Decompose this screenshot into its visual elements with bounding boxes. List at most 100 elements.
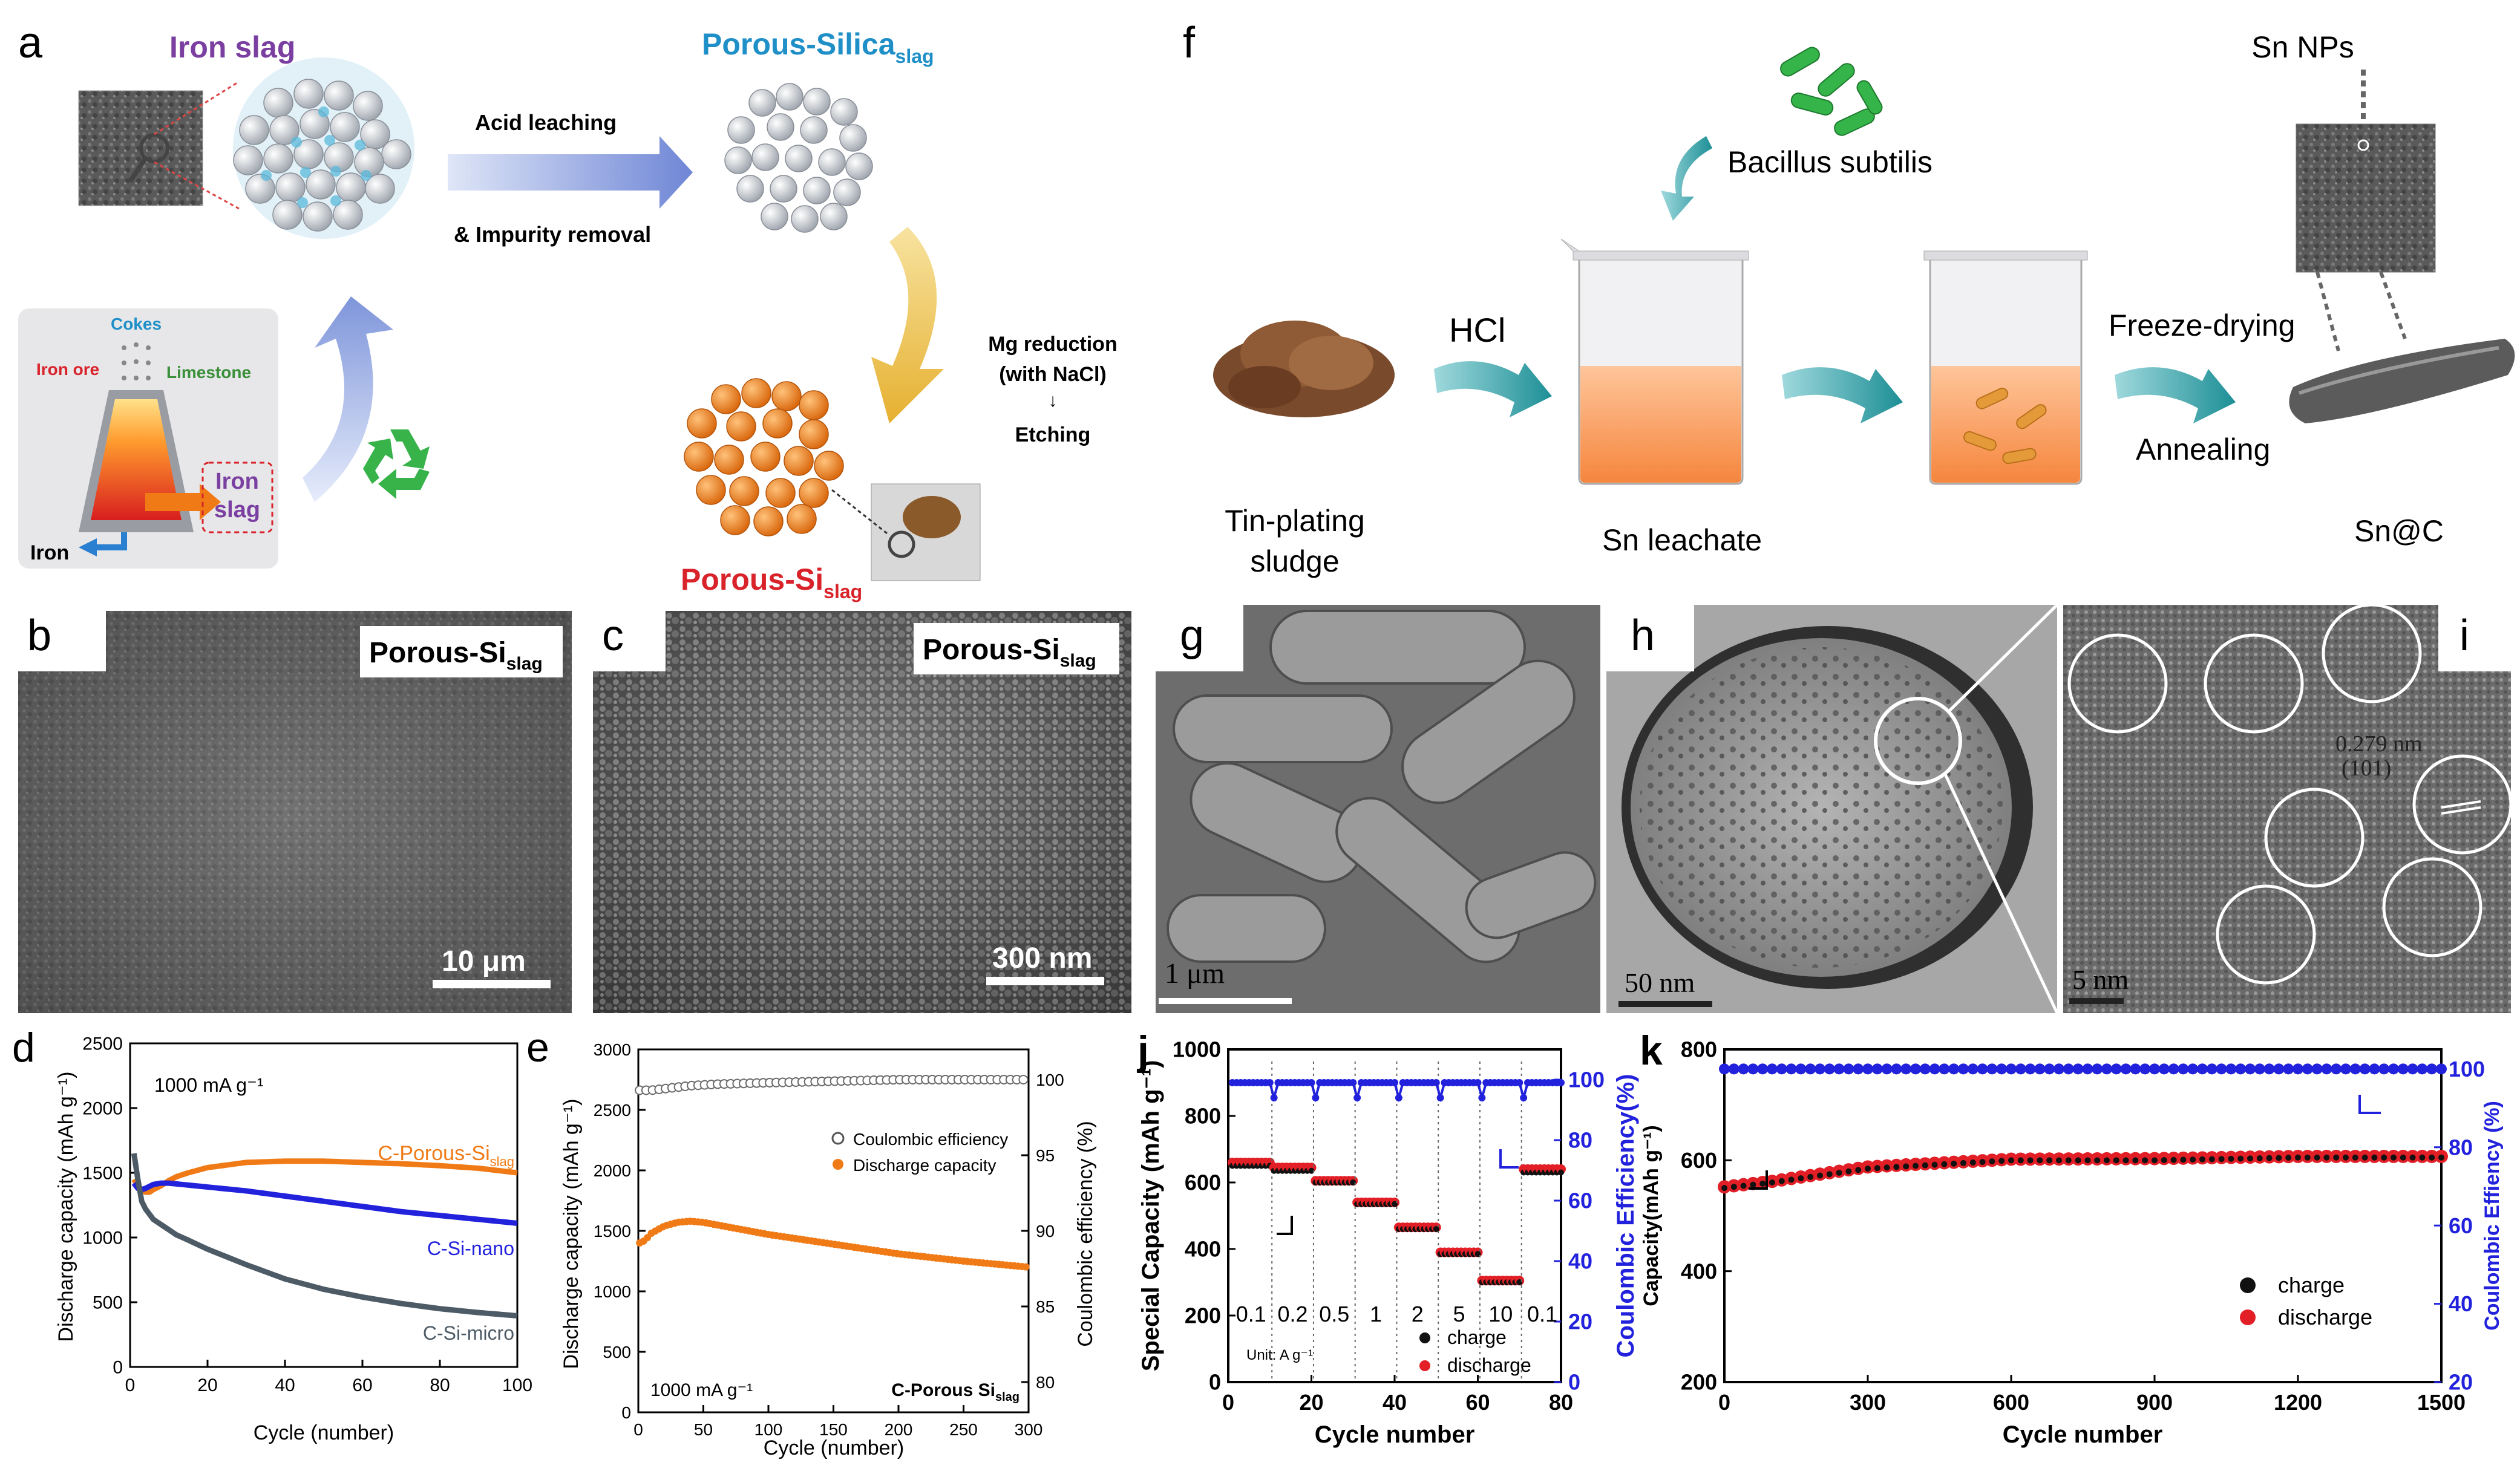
chart-k-ce-point [1967,1063,1978,1075]
panel-h-letter-bg [1606,605,1694,671]
chart-k-charge-point [1865,1166,1871,1172]
y-right-tick-label: 80 [2449,1135,2473,1159]
zoom-line-si [831,489,890,536]
chart-k-ce-point [2369,1063,2380,1075]
chart-k-charge-point [1836,1169,1842,1176]
chart-k-ce-point [2263,1063,2275,1075]
bacillus-arrow [1661,136,1712,221]
chart-k-charge-point [2122,1157,2129,1164]
chart-k-right-axis-hint [2358,1095,2381,1114]
chart-k-xlabel: Cycle number [2003,1421,2163,1448]
iron-slag-box-line2: slag [214,497,260,523]
chart-j-frame [1227,1048,1562,1383]
y-right-tick-label: 85 [1036,1297,1055,1316]
x-tick-label: 300 [1015,1420,1043,1439]
y-tick-label: 1500 [594,1222,631,1241]
chart-k-charge-point [1769,1179,1775,1185]
panel-h-scale-bar [1618,1001,1712,1007]
chart-k-charge-point [1951,1160,1957,1167]
recycle-icon [363,429,430,499]
panel-i-plane: (101) [2342,755,2391,781]
beaker-sn-leachate [1560,238,1749,485]
chart-j-rate-label: 5 [1453,1302,1465,1326]
furnace-fire [91,399,182,520]
chart-k-ce-point [1986,1063,1998,1075]
x-tick-label: 80 [1549,1390,1573,1415]
chart-j-ce-point [1353,1094,1361,1101]
y-tick-label: 800 [1681,1037,1717,1062]
chart-k-ce-point [1929,1063,1940,1075]
chart-k-charge-point [2285,1155,2292,1161]
chart-k-ce-point [2092,1063,2103,1075]
chart-k-charge-point [2381,1154,2387,1161]
chart-k-charge-point [2046,1157,2053,1164]
panel-h: h 50 nm [1606,604,2059,1014]
chart-d-legend-nano: C-Si-nano [427,1238,514,1259]
x-tick-label: 20 [197,1375,217,1395]
panel-c: c Porous-Sislag 300 nm [593,605,1131,1013]
chart-e-plot: 0 50 100 150 200 250 3000500100015002000250030… [594,1040,1064,1439]
mg-reduction-label: Mg reduction [988,333,1117,356]
chart-j-rate-label: 0.1 [1527,1302,1557,1326]
chart-j-ce-point [1395,1094,1402,1101]
chart-k-charge-point [2037,1157,2043,1164]
chart-k-ce-point [1939,1063,1950,1075]
chart-j-ce-point [1349,1079,1357,1086]
chart-k-charge-point [2228,1155,2234,1162]
chart-j-right-axis-hint [1499,1149,1519,1169]
y-right-tick-label: 20 [1568,1309,1592,1334]
chart-k-ce-point [2206,1063,2217,1075]
y-right-tick-label: 0 [1568,1370,1580,1395]
x-tick-label: 50 [694,1420,713,1439]
chart-k-ce-point [2149,1063,2160,1075]
chart-j-ce-point [1478,1094,1486,1101]
sludge-label-line1: Tin-plating [1225,504,1365,538]
chart-k-ce-point [1757,1063,1769,1075]
chart-k-charge-point [1826,1171,1833,1178]
iron-slag-box-line1: Iron [215,469,259,494]
x-tick-label: 0 [1718,1390,1730,1415]
porous-si-sphere-cluster [684,378,844,536]
chart-k-ce-point [2311,1063,2323,1075]
chart-k-ce-point [1900,1063,1912,1075]
chart-k-charge-point [1730,1184,1737,1190]
chart-e-legend-dc-marker [833,1159,843,1170]
chart-k-ce-point [1891,1063,1902,1075]
chart-k-ce-point [2054,1063,2064,1075]
chart-k-ce-point [2235,1063,2247,1075]
etching-label: Etching [1015,423,1091,446]
chart-k-charge-point [2113,1157,2119,1164]
chart-k-charge-point [1893,1164,1900,1170]
chart-k-ce-point [2072,1063,2084,1075]
chart-k-charge-point [2218,1156,2225,1163]
y-right-tick-label: 60 [2449,1213,2473,1238]
chart-k-charge-point [1798,1175,1804,1182]
incubation-arrow [1782,367,1903,423]
chart-d-series-1 [131,1180,518,1226]
chart-k-frame [1723,1048,2443,1383]
chart-e-annotation: 1000 mA g⁻¹ [650,1380,753,1400]
chart-j-ce-point [1312,1094,1320,1101]
chart-k-ce-point [1728,1063,1739,1075]
x-tick-label: 60 [1465,1390,1490,1415]
freeze-drying-label: Freeze-drying [2109,308,2295,342]
chart-k-left-axis-hint [1749,1170,1768,1190]
panel-letter-g: g [1180,611,1204,660]
chart-j-ce-point [1436,1094,1444,1101]
chart-e-ylabel-right: Coulombic efficiency (%) [1074,1121,1097,1347]
chart-k-legend-charge: charge [2278,1273,2345,1297]
chart-j-legend-discharge: discharge [1447,1354,1531,1376]
chart-k-ce-point [1881,1063,1893,1075]
y-tick-label: 200 [1681,1370,1717,1395]
panel-b-label-bg [360,626,563,677]
chart-j-ce-point [1270,1094,1278,1101]
chart-k-charge-point [2343,1154,2349,1161]
chart-k-charge-point [2304,1154,2311,1161]
chart-k-ce-point [1996,1063,2008,1075]
porous-si-powder [903,496,961,538]
mg-reduction-arrow [871,227,944,423]
panel-i: i 0.279 nm (101) 5 nm [2063,603,2513,1013]
porous-silica-sphere-cluster [724,83,873,233]
chart-j-legend-discharge-marker [1419,1360,1430,1371]
iron-slag-box [201,461,273,533]
